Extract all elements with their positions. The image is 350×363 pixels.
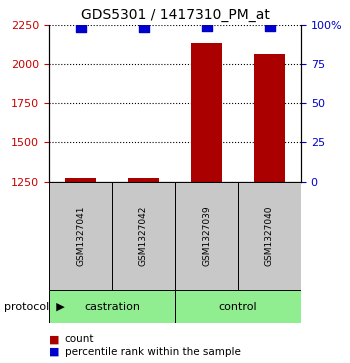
Point	[267, 23, 272, 29]
Point	[204, 23, 209, 29]
Text: ■: ■	[49, 334, 60, 344]
Text: castration: castration	[84, 302, 140, 312]
Text: control: control	[219, 302, 257, 312]
Text: ■: ■	[49, 347, 60, 357]
Bar	[65, 178, 96, 182]
Point	[141, 24, 146, 30]
Bar	[112, 182, 175, 290]
Bar	[175, 290, 301, 323]
Text: GSM1327042: GSM1327042	[139, 206, 148, 266]
Text: GSM1327039: GSM1327039	[202, 205, 211, 266]
Text: protocol  ▶: protocol ▶	[4, 302, 64, 312]
Text: GSM1327040: GSM1327040	[265, 206, 274, 266]
Bar	[238, 182, 301, 290]
Bar	[128, 178, 159, 182]
Title: GDS5301 / 1417310_PM_at: GDS5301 / 1417310_PM_at	[80, 8, 270, 22]
Bar	[191, 43, 222, 182]
Text: GSM1327041: GSM1327041	[76, 206, 85, 266]
Bar	[175, 182, 238, 290]
Bar	[254, 54, 285, 182]
Text: count: count	[65, 334, 94, 344]
Text: percentile rank within the sample: percentile rank within the sample	[65, 347, 241, 357]
Bar	[49, 290, 175, 323]
Point	[78, 24, 83, 30]
Bar	[49, 182, 112, 290]
